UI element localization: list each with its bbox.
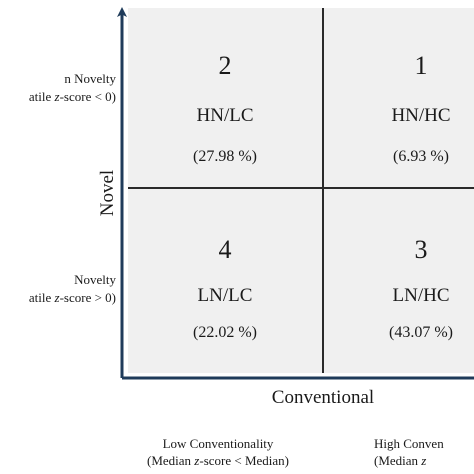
vertical-divider: [322, 8, 324, 373]
high-novelty-label-line1: n Novelty: [64, 71, 116, 86]
low-conventionality-label: Low Conventionality (Median z-score < Me…: [118, 435, 318, 469]
quadrant-2-share: (27.98 %): [193, 148, 257, 165]
quadrant-3-code: LN/HC: [392, 285, 450, 306]
quadrant-3-number: 3: [414, 235, 428, 264]
low-conventionality-suffix: -score < Median): [199, 453, 289, 468]
high-conventionality-z: z: [421, 453, 427, 468]
x-axis-title: Conventional: [271, 387, 375, 408]
low-novelty-label-line1: Novelty: [74, 272, 116, 287]
high-novelty-label: n Novelty atile z-score < 0): [29, 70, 116, 106]
quadrant-1-number: 1: [414, 51, 428, 80]
quadrant-3-share: (43.07 %): [389, 324, 453, 341]
quadrant-grid-background: [128, 8, 474, 373]
low-conventionality-z: z: [194, 453, 200, 468]
high-conventionality-line2: (Median z: [374, 452, 474, 469]
quadrant-1-share: (6.93 %): [393, 148, 449, 165]
high-conventionality-line1: High Conven: [374, 436, 444, 451]
low-novelty-label-z: z: [54, 290, 60, 305]
horizontal-divider: [128, 187, 474, 189]
quadrant-2-code: HN/LC: [196, 105, 254, 126]
quadrant-4-code: LN/LC: [197, 285, 253, 306]
high-conventionality-label: High Conven (Median z: [374, 435, 474, 469]
low-novelty-label-prefix: atile: [28, 290, 55, 305]
low-conventionality-line2: (Median z-score < Median): [118, 452, 318, 469]
quadrant-4-number: 4: [218, 235, 232, 264]
low-novelty-label: Novelty atile z-score > 0): [29, 271, 116, 307]
low-conventionality-prefix: (Median: [147, 453, 195, 468]
quadrant-2-number: 2: [218, 51, 232, 80]
quadrant-1-code: HN/HC: [391, 105, 451, 126]
low-novelty-label-suffix: -score > 0): [59, 290, 116, 305]
y-axis-title: Novel: [97, 169, 118, 217]
high-novelty-label-z: z: [54, 89, 60, 104]
low-conventionality-line1: Low Conventionality: [162, 436, 274, 451]
high-novelty-label-line2: atile z-score < 0): [29, 88, 116, 106]
low-novelty-label-line2: atile z-score > 0): [29, 289, 116, 307]
quadrant-4-share: (22.02 %): [193, 324, 257, 341]
high-novelty-label-suffix: -score < 0): [59, 89, 116, 104]
high-novelty-label-prefix: atile: [28, 89, 55, 104]
high-conventionality-prefix: (Median: [374, 453, 422, 468]
